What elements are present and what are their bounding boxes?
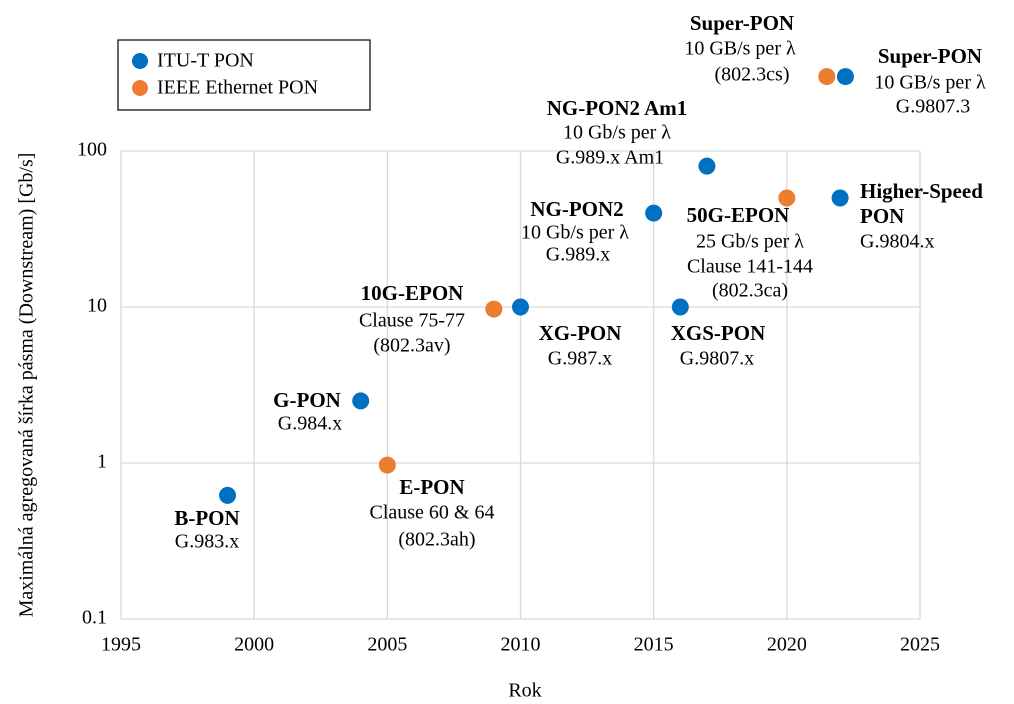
x-tick-label: 1995 <box>101 634 141 656</box>
y-tick-label: 1 <box>97 451 107 473</box>
point-annotation: 50G-EPON <box>687 203 790 227</box>
x-tick-label: 2000 <box>234 634 274 656</box>
point-annotation: 10 GB/s per λ <box>684 38 796 60</box>
point-annotation: Clause 75-77 <box>359 310 465 332</box>
point-annotation: 10G-EPON <box>361 281 464 305</box>
legend-label: ITU-T PON <box>157 50 254 72</box>
data-point <box>485 300 503 318</box>
data-point <box>698 157 716 175</box>
x-tick-label: 2005 <box>367 634 407 656</box>
y-tick-label: 10 <box>87 295 107 317</box>
point-annotation: XGS-PON <box>671 321 766 345</box>
legend-label: IEEE Ethernet PON <box>157 77 318 99</box>
point-annotation: Super-PON <box>690 11 794 35</box>
point-annotation: (802.3ca) <box>712 280 788 302</box>
data-point <box>671 298 689 316</box>
x-axis-label: Rok <box>508 680 541 702</box>
legend-marker <box>132 53 148 69</box>
point-annotation: G.984.x <box>278 413 342 435</box>
legend-box <box>117 39 371 111</box>
data-point <box>818 68 836 86</box>
point-annotation: G.9804.x <box>860 231 934 253</box>
point-annotation: Higher-Speed <box>860 179 983 203</box>
point-annotation: B-PON <box>174 506 239 530</box>
point-annotation: G.983.x <box>175 531 239 553</box>
data-point <box>352 392 370 410</box>
x-tick-label: 2020 <box>767 634 807 656</box>
point-annotation: 10 Gb/s per λ <box>563 122 671 144</box>
point-annotation: G-PON <box>273 388 341 412</box>
point-annotation: G.989.x Am1 <box>556 147 664 169</box>
point-annotation: G.9807.3 <box>896 96 970 118</box>
x-tick-label: 2015 <box>634 634 674 656</box>
data-point <box>219 486 237 504</box>
point-annotation: Clause 60 & 64 <box>370 502 495 524</box>
point-annotation: 10 GB/s per λ <box>874 72 986 94</box>
point-annotation: PON <box>860 204 904 228</box>
data-point <box>378 456 396 474</box>
point-annotation: (802.3cs) <box>715 64 790 86</box>
point-annotation: 10 Gb/s per λ <box>521 222 629 244</box>
point-annotation: Super-PON <box>878 44 982 68</box>
point-annotation: 25 Gb/s per λ <box>696 231 804 253</box>
point-annotation: G.989.x <box>546 244 610 266</box>
point-annotation: (802.3av) <box>373 335 450 357</box>
legend-marker <box>132 80 148 96</box>
y-tick-label: 0.1 <box>82 607 107 629</box>
point-annotation: (802.3ah) <box>398 529 475 551</box>
data-point <box>778 189 796 207</box>
y-tick-label: 100 <box>77 139 107 161</box>
point-annotation: G.987.x <box>548 348 612 370</box>
y-axis-label: Maximálná agregovaná šírka pásma (Downst… <box>16 153 38 618</box>
data-point <box>512 298 529 316</box>
data-point <box>831 189 849 207</box>
x-tick-label: 2010 <box>501 634 541 656</box>
x-tick-label: 2025 <box>900 634 940 656</box>
data-point <box>645 204 663 222</box>
point-annotation: NG-PON2 <box>530 197 623 221</box>
point-annotation: G.9807.x <box>680 348 754 370</box>
point-annotation: E-PON <box>399 475 464 499</box>
data-point <box>836 68 854 86</box>
point-annotation: XG-PON <box>539 321 622 345</box>
point-annotation: Clause 141-144 <box>687 256 813 278</box>
point-annotation: NG-PON2 Am1 <box>547 96 688 120</box>
